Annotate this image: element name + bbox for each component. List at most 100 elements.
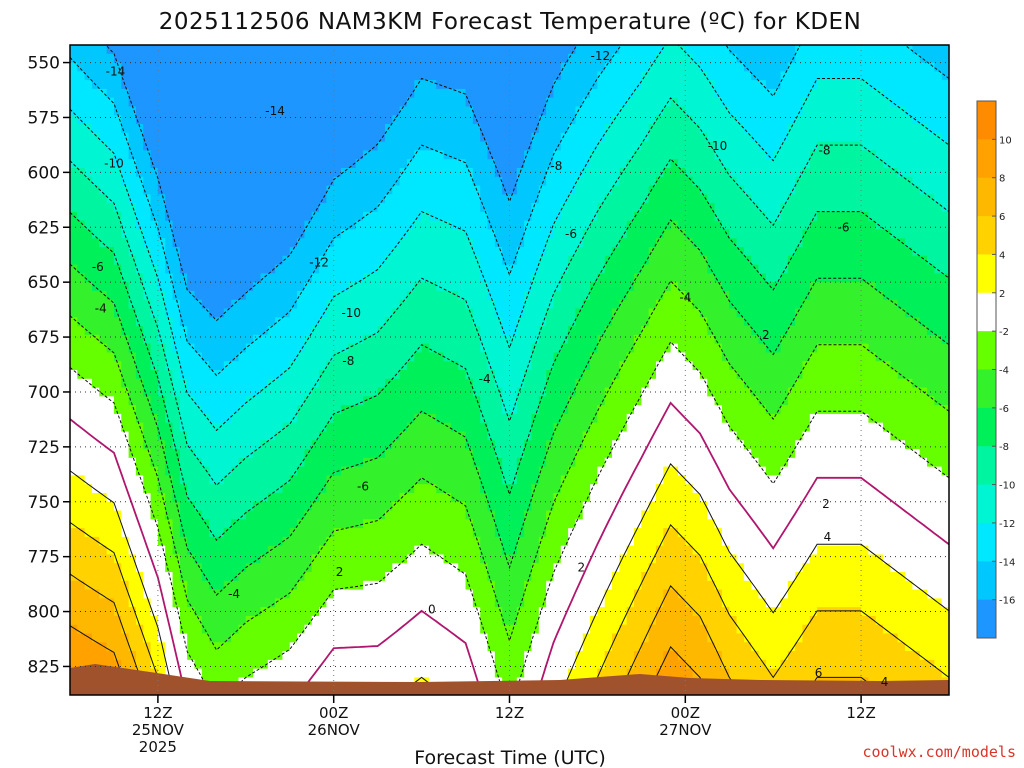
field-cell [377,80,386,90]
field-cell [333,317,342,327]
field-cell [436,554,445,564]
field-cell [201,273,210,283]
field-cell [260,642,269,652]
field-cell [275,431,284,441]
field-cell [70,115,78,125]
field-cell [282,651,291,661]
field-cell [531,88,540,99]
field-cell [245,62,254,72]
field-cell [377,45,386,55]
field-cell [502,167,511,178]
field-cell [91,440,100,450]
field-cell [77,615,86,626]
field-cell [458,378,467,389]
field-cell [121,238,130,248]
field-cell [238,132,247,143]
field-cell [436,45,445,55]
field-cell [245,361,254,371]
field-cell [333,62,342,72]
field-cell [333,405,342,415]
field-cell [179,203,188,213]
field-cell [223,624,232,635]
field-cell [458,132,467,143]
field-cell [377,457,386,468]
field-cell [377,211,386,222]
field-cell [77,405,86,415]
field-cell [179,615,188,626]
field-cell [128,124,137,134]
field-cell [267,633,276,643]
field-cell [304,607,313,617]
field-cell [538,501,547,512]
field-cell [421,545,430,556]
field-cell [348,141,357,151]
field-cell [187,554,196,564]
field-cell [231,431,240,441]
field-cell [150,326,159,336]
field-cell [201,554,210,564]
field-cell [216,405,225,415]
field-cell [326,194,335,204]
field-cell [436,150,445,160]
field-cell [157,449,166,459]
field-cell [106,71,115,81]
field-cell [172,457,181,468]
field-cell [355,299,364,310]
field-cell [297,528,305,538]
field-cell [77,211,86,222]
field-cell [363,334,371,345]
field-cell [253,405,262,415]
field-cell [282,299,291,310]
field-cell [70,589,78,599]
field-cell [436,440,445,450]
field-cell [70,545,78,556]
field-cell [91,528,100,538]
field-cell [465,510,474,520]
field-cell [70,651,78,661]
field-cell [70,659,78,670]
field-cell [538,334,547,345]
field-cell [121,589,130,599]
field-cell [289,273,298,283]
field-cell [209,598,218,608]
field-cell [538,247,547,257]
field-cell [384,255,393,266]
field-cell [494,501,503,512]
field-cell [377,405,386,415]
field-cell [531,528,540,538]
field-cell [399,80,408,90]
field-cell [421,106,430,116]
field-cell [282,589,291,599]
field-cell [326,615,335,626]
field-cell [458,290,467,301]
field-cell [172,510,181,520]
field-cell [99,413,108,424]
field-cell [275,615,284,626]
field-cell [253,387,262,397]
field-cell [135,440,144,450]
field-cell [370,255,379,266]
field-cell [421,326,430,336]
field-cell [538,642,547,652]
field-cell [355,97,364,108]
field-cell [377,519,386,529]
field-cell [465,247,474,257]
field-cell [494,554,503,564]
field-cell [143,466,152,476]
field-cell [414,580,423,591]
field-cell [377,431,386,441]
field-cell [384,45,393,55]
field-cell [128,624,137,635]
field-cell [516,71,525,81]
field-cell [267,352,276,362]
plot-area [70,45,949,695]
field-cell [245,607,254,617]
field-cell [77,97,86,108]
field-cell [480,519,489,529]
field-cell [538,273,547,283]
field-cell [553,352,562,362]
field-cell [406,115,415,125]
field-cell [348,536,357,547]
field-cell [480,185,489,195]
field-cell [465,80,474,90]
